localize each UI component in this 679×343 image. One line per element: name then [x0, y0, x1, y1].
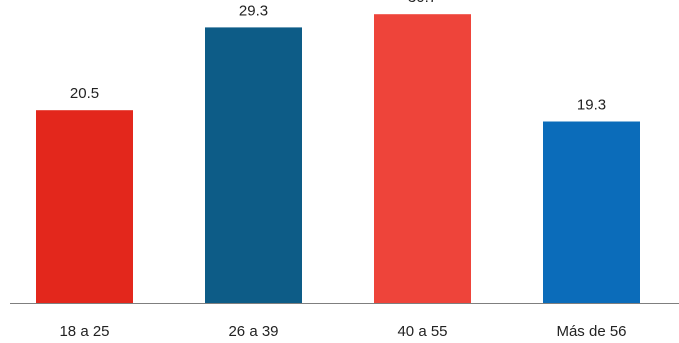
data-label-1: 20.5 — [70, 85, 99, 102]
data-label-4: 19.3 — [577, 97, 606, 114]
bar-4 — [543, 121, 640, 303]
data-label-3: 30.7 — [408, 0, 437, 6]
bars-group — [36, 14, 640, 304]
x-tick-label-4: Más de 56 — [556, 323, 626, 340]
x-tick-label-1: 18 a 25 — [59, 323, 109, 340]
data-labels-group: 20.5 29.3 30.7 19.3 — [70, 0, 606, 114]
x-tick-labels-group: 18 a 25 26 a 39 40 a 55 Más de 56 — [59, 323, 626, 340]
bar-2 — [205, 27, 302, 304]
bar-3 — [374, 14, 471, 303]
bar-1 — [36, 110, 133, 303]
x-tick-label-2: 26 a 39 — [228, 323, 278, 340]
x-tick-label-3: 40 a 55 — [397, 323, 447, 340]
data-label-2: 29.3 — [239, 2, 268, 19]
